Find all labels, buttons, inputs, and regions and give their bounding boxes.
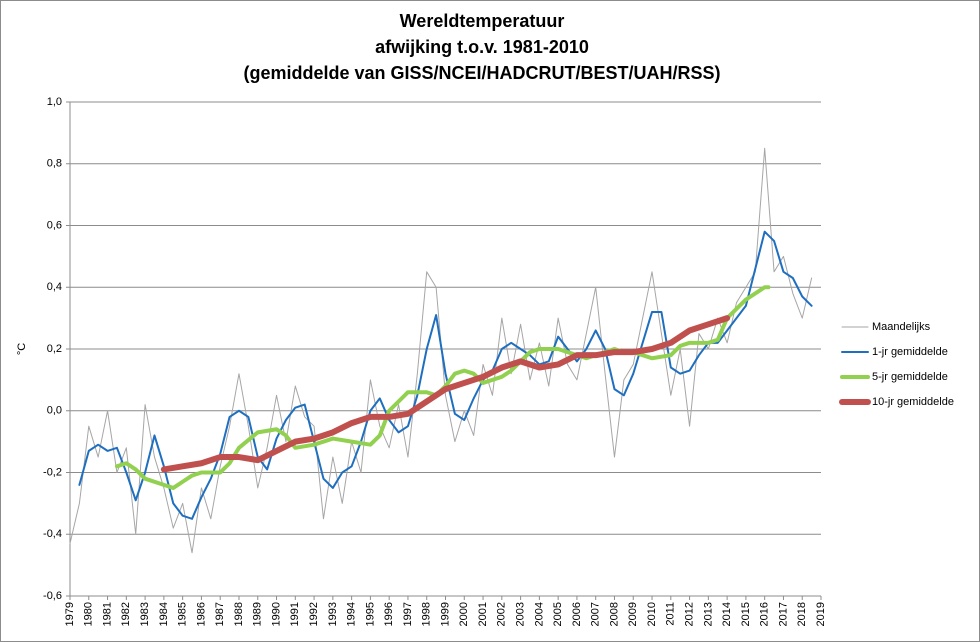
legend-label: 10-jr gemiddelde [872, 396, 954, 408]
x-tick-label: 1999 [439, 602, 451, 626]
x-tick-label: 1984 [158, 602, 170, 626]
y-tick-label: -0,4 [43, 528, 62, 540]
y-tick-label: 0,4 [47, 281, 62, 293]
x-tick-label: 2006 [571, 602, 583, 626]
x-tick-label: 2014 [721, 602, 733, 626]
x-tick-label: 2016 [759, 602, 771, 626]
x-tick-label: 1987 [214, 602, 226, 626]
x-tick-label: 1991 [289, 602, 301, 626]
x-tick-label: 2017 [777, 602, 789, 626]
legend-label: 5-jr gemiddelde [872, 371, 948, 383]
x-tick-label: 1988 [233, 602, 245, 626]
y-tick-label: 1,0 [47, 96, 62, 108]
chart-title: (gemiddelde van GISS/NCEI/HADCRUT/BEST/U… [243, 63, 720, 83]
chart-title: afwijking t.o.v. 1981-2010 [375, 37, 589, 57]
x-tick-label: 1982 [120, 602, 132, 626]
x-tick-label: 2012 [683, 602, 695, 626]
x-tick-label: 1998 [421, 602, 433, 626]
series-line [160, 315, 731, 473]
x-tick-label: 1981 [101, 602, 113, 626]
y-tick-label: -0,6 [43, 590, 62, 602]
chart-title: Wereldtemperatuur [400, 11, 565, 31]
x-tick-label: 2005 [552, 602, 564, 626]
y-tick-label: 0,6 [47, 219, 62, 231]
x-tick-label: 2018 [796, 602, 808, 626]
series-line [78, 230, 813, 520]
x-tick-label: 1994 [346, 602, 358, 626]
x-tick-label: 1993 [327, 602, 339, 626]
y-tick-label: 0,2 [47, 343, 62, 355]
x-tick-label: 2015 [740, 602, 752, 626]
x-tick-label: 1995 [364, 602, 376, 626]
x-tick-label: 1980 [83, 602, 95, 626]
x-tick-label: 2010 [646, 602, 658, 626]
x-tick-label: 2001 [477, 602, 489, 626]
x-tick-label: 2003 [515, 602, 527, 626]
x-tick-label: 1996 [383, 602, 395, 626]
x-tick-label: 2009 [627, 602, 639, 626]
x-tick-label: 1997 [402, 602, 414, 626]
x-tick-label: 1985 [177, 602, 189, 626]
x-tick-label: 2002 [496, 602, 508, 626]
legend-label: 1-jr gemiddelde [872, 346, 948, 358]
x-tick-label: 2007 [590, 602, 602, 626]
y-tick-label: 0,8 [47, 158, 62, 170]
x-tick-label: 2011 [665, 602, 677, 626]
x-tick-label: 2008 [608, 602, 620, 626]
x-tick-label: 2019 [815, 602, 827, 626]
x-tick-label: 1990 [270, 602, 282, 626]
x-tick-label: 1983 [139, 602, 151, 626]
y-tick-label: -0,2 [43, 466, 62, 478]
x-tick-label: 1979 [64, 602, 76, 626]
x-tick-label: 2004 [533, 602, 545, 626]
x-tick-label: 1986 [195, 602, 207, 626]
legend-label: Maandelijks [872, 321, 931, 333]
x-tick-label: 2000 [458, 602, 470, 626]
x-tick-label: 1992 [308, 602, 320, 626]
x-tick-label: 2013 [702, 602, 714, 626]
x-tick-label: 1989 [252, 602, 264, 626]
series-line [114, 285, 771, 490]
y-tick-label: 0,0 [47, 405, 62, 417]
y-axis-label: °C [16, 343, 28, 355]
